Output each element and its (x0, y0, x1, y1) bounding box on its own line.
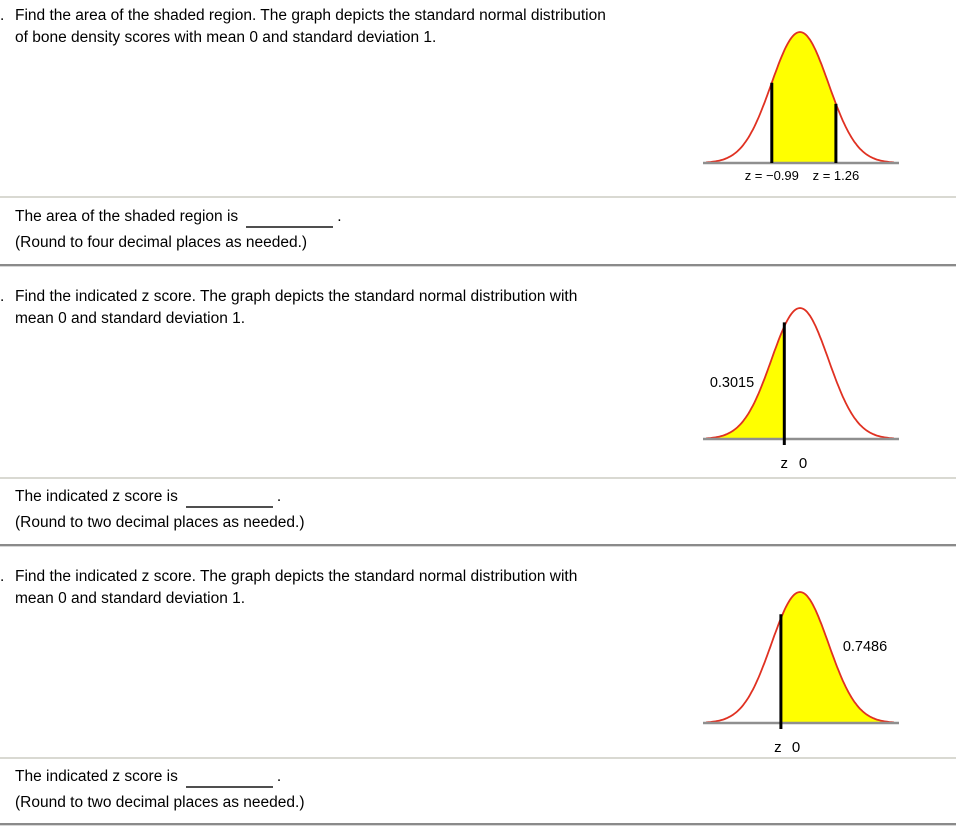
axis-tick-label: z = 1.26 (813, 168, 860, 183)
answer-prompt: The indicated z score is (15, 488, 178, 505)
answer-suffix-period: . (276, 768, 282, 785)
normal-distribution-graph: z 0 0.7486 (703, 591, 899, 756)
question-number-clipped: . (0, 568, 5, 585)
question-text: Find the indicated z score. The graph de… (15, 568, 578, 607)
shaded-region (706, 326, 785, 439)
answer-area: The indicated z score is. (Round to two … (15, 768, 305, 812)
rounding-note: (Round to two decimal places as needed.) (15, 514, 305, 531)
answer-suffix-period: . (276, 488, 282, 505)
normal-curve (705, 31, 895, 164)
question-number-clipped: . (0, 7, 5, 24)
normal-distribution-graph: z 0 0.3015 (703, 307, 899, 472)
answer-suffix-period: . (337, 208, 342, 225)
section-divider (0, 264, 956, 267)
answer-area: The indicated z score is. (Round to two … (15, 488, 305, 532)
axis-tick-label: 0 (799, 455, 807, 472)
normal-curve (705, 591, 895, 724)
normal-curve (705, 307, 895, 440)
section-divider (0, 757, 956, 759)
question-text: Find the area of the shaded region. The … (15, 7, 606, 46)
question-number-clipped: . (0, 288, 5, 305)
answer-blank[interactable] (246, 209, 334, 228)
answer-blank[interactable] (185, 769, 273, 788)
normal-distribution-graph: z = −0.99 z = 1.26 (703, 31, 899, 183)
axis-tick-label: z (781, 455, 789, 472)
axis-tick-label: 0 (792, 739, 800, 756)
axis-tick-label: z (774, 739, 782, 756)
axis-tick-label: z = −0.99 (745, 168, 799, 183)
answer-blank[interactable] (185, 489, 273, 508)
shaded-region (771, 32, 836, 163)
rounding-note: (Round to four decimal places as needed.… (15, 234, 308, 251)
section-divider (0, 196, 956, 198)
section-divider (0, 823, 956, 826)
shaded-region (780, 592, 895, 723)
section-divider (0, 544, 956, 547)
rounding-note: (Round to two decimal places as needed.) (15, 794, 305, 811)
answer-prompt: The indicated z score is (15, 768, 178, 785)
answer-prompt: The area of the shaded region is (15, 208, 239, 225)
answer-area: The area of the shaded region is. (Round… (15, 208, 342, 252)
area-value-label: 0.7486 (843, 639, 887, 655)
section-divider (0, 477, 956, 479)
question-text: Find the indicated z score. The graph de… (15, 288, 578, 327)
area-value-label: 0.3015 (710, 375, 754, 391)
